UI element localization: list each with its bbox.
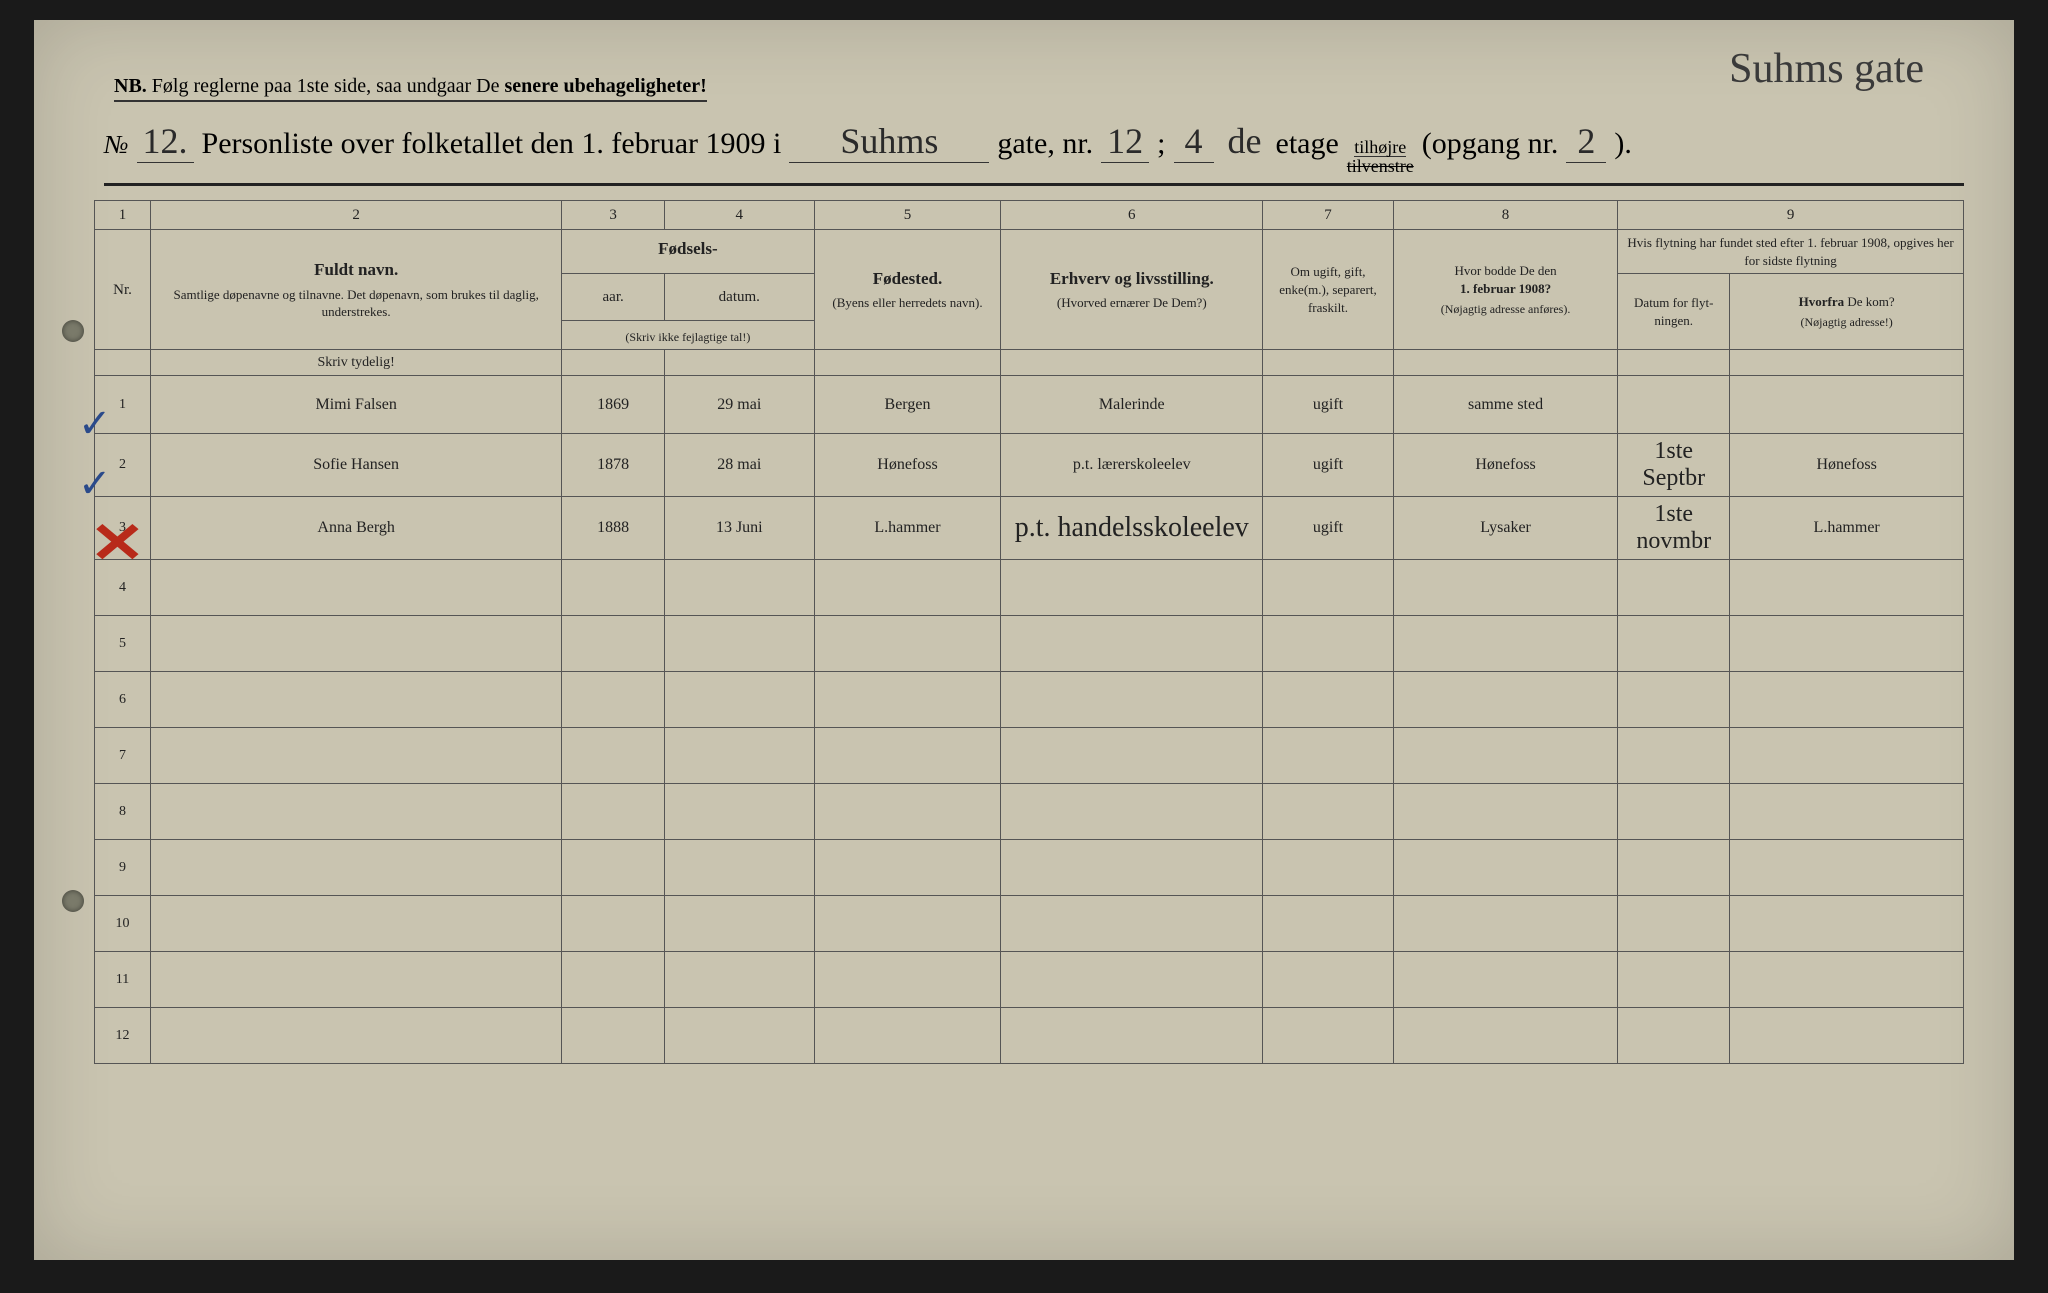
- cell-occupation: Malerinde: [1001, 376, 1263, 434]
- colnum-6: 6: [1001, 201, 1263, 230]
- cell-date: 29 mai: [665, 376, 815, 434]
- cell-birthplace: Bergen: [814, 376, 1001, 434]
- cell-date: 13 Juni: [665, 497, 815, 560]
- street-name: Suhms: [789, 120, 989, 163]
- header-marital: Om ugift, gift, enke(m.), separert, fras…: [1263, 230, 1394, 350]
- cell-occupation: p.t. handelsskoleelev: [1001, 497, 1263, 560]
- colnum-5: 5: [814, 201, 1001, 230]
- census-table: 1 2 3 4 5 6 7 8 9 Nr. Fuldt navn. Samtli…: [94, 200, 1964, 1064]
- colnum-1: 1: [95, 201, 151, 230]
- table-row-empty: 10: [95, 896, 1964, 952]
- cell-marital: ugift: [1263, 434, 1394, 497]
- cell-name: Mimi Falsen: [151, 376, 562, 434]
- table-row: 3 Anna Bergh 1888 13 Juni L.hammer p.t. …: [95, 497, 1964, 560]
- margin-red-x: ✕: [89, 510, 145, 576]
- nb-tail: senere ubehageligheter!: [504, 75, 706, 97]
- nb-text: Følg reglerne paa 1ste side, saa undgaar…: [152, 75, 505, 97]
- colnum-8: 8: [1393, 201, 1617, 230]
- census-page: Suhms gate NB. Følg reglerne paa 1ste si…: [34, 20, 2014, 1260]
- colnum-7: 7: [1263, 201, 1394, 230]
- table-row-empty: 7: [95, 728, 1964, 784]
- cell-prev-addr: Hønefoss: [1393, 434, 1617, 497]
- number-symbol: №: [104, 130, 129, 160]
- top-margin-annotation: Suhms gate: [1729, 45, 1924, 93]
- header-occupation: Erhverv og livsstilling. (Hvorved ernære…: [1001, 230, 1263, 350]
- title-main: Personliste over folketallet den 1. febr…: [202, 127, 782, 161]
- cell-year: 1878: [562, 434, 665, 497]
- header-birth-group: Fødsels-: [562, 230, 814, 274]
- cell-prev-addr: samme sted: [1393, 376, 1617, 434]
- form-title-line: № 12. Personliste over folketallet den 1…: [104, 120, 1964, 186]
- binder-hole: [62, 890, 84, 912]
- colnum-2: 2: [151, 201, 562, 230]
- colnum-4: 4: [665, 201, 815, 230]
- cell-move-date: 1ste Septbr: [1618, 434, 1730, 497]
- cell-marital: ugift: [1263, 376, 1394, 434]
- header-move-from: Hvorfra De kom? (Nøjagtig adresse!): [1730, 274, 1964, 350]
- table-row-empty: 5: [95, 616, 1964, 672]
- cell-occupation: p.t. lærerskoleelev: [1001, 434, 1263, 497]
- cell-move-date: [1618, 376, 1730, 434]
- header-name: Fuldt navn. Samtlige døpenavne og tilnav…: [151, 230, 562, 350]
- cell-move-from: L.hammer: [1730, 497, 1964, 560]
- cell-birthplace: L.hammer: [814, 497, 1001, 560]
- cell-birthplace: Hønefoss: [814, 434, 1001, 497]
- nb-prefix: NB.: [114, 75, 147, 97]
- gate-label: gate, nr.: [997, 127, 1093, 161]
- opgang-number: 2: [1566, 120, 1606, 163]
- colnum-3: 3: [562, 201, 665, 230]
- margin-checkmark: ✓: [78, 460, 112, 507]
- cell-move-date: 1ste novmbr: [1618, 497, 1730, 560]
- header-birth-year: aar.: [562, 274, 665, 321]
- header-birth-date: datum.: [665, 274, 815, 321]
- margin-checkmark: ✓: [78, 400, 112, 447]
- cell-marital: ugift: [1263, 497, 1394, 560]
- header-move-date: Datum for flyt­ningen.: [1618, 274, 1730, 350]
- table-row-empty: 8: [95, 784, 1964, 840]
- skriv-tydelig-note: Skriv tydelig!: [157, 355, 555, 371]
- header-birth-note: (Skriv ikke fejlagtige tal!): [562, 321, 814, 350]
- side-left-struck: tilvenstre: [1347, 157, 1414, 175]
- table-header: 1 2 3 4 5 6 7 8 9 Nr. Fuldt navn. Samtli…: [95, 201, 1964, 350]
- header-move-group: Hvis flytning har fundet sted efter 1. f…: [1618, 230, 1964, 274]
- table-row-empty: 12: [95, 1008, 1964, 1064]
- cell-date: 28 mai: [665, 434, 815, 497]
- opgang-label: (opgang nr.: [1422, 127, 1559, 161]
- table-row: 1 Mimi Falsen 1869 29 mai Bergen Malerin…: [95, 376, 1964, 434]
- table-row-empty: 11: [95, 952, 1964, 1008]
- table-row-empty: 9: [95, 840, 1964, 896]
- header-prev-address: Hvor bodde De den 1. februar 1908? (Nøja…: [1393, 230, 1617, 350]
- etage-label: etage: [1276, 127, 1339, 161]
- cell-name: Anna Bergh: [151, 497, 562, 560]
- cell-move-from: Hønefoss: [1730, 434, 1964, 497]
- header-nr: Nr.: [95, 230, 151, 350]
- table-body: Skriv tydelig! 1 Mimi Falsen 1869 29 mai…: [95, 350, 1964, 1064]
- table-row-empty: 6: [95, 672, 1964, 728]
- binder-hole: [62, 320, 84, 342]
- cell-year: 1888: [562, 497, 665, 560]
- form-number: 12.: [137, 120, 194, 163]
- floor-number: 4: [1174, 120, 1214, 163]
- colnum-9: 9: [1618, 201, 1964, 230]
- table-row-empty: 4: [95, 560, 1964, 616]
- cell-move-from: [1730, 376, 1964, 434]
- cell-name: Sofie Hansen: [151, 434, 562, 497]
- cell-prev-addr: Lysaker: [1393, 497, 1617, 560]
- side-right: tilhøjre: [1354, 138, 1406, 157]
- nb-warning-line: NB. Følg reglerne paa 1ste side, saa und…: [114, 75, 707, 102]
- semicolon: ;: [1157, 127, 1165, 161]
- closing-paren: ).: [1614, 127, 1632, 161]
- gate-number: 12: [1101, 120, 1149, 163]
- table-row: 2 Sofie Hansen 1878 28 mai Hønefoss p.t.…: [95, 434, 1964, 497]
- floor-suffix: de: [1222, 120, 1268, 162]
- header-birthplace: Fødested. (Byens eller herre­dets navn).: [814, 230, 1001, 350]
- cell-year: 1869: [562, 376, 665, 434]
